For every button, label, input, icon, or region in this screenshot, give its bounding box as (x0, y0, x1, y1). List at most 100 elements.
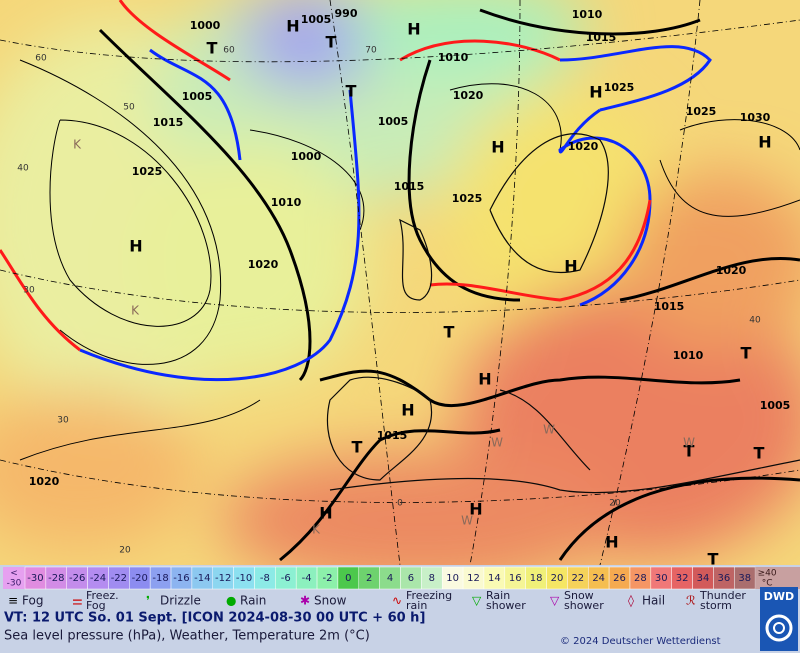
pressure-center: H (407, 20, 420, 39)
scale-label: -20 (132, 573, 148, 584)
scale-label: 10 (446, 573, 459, 584)
isobar-label: 1010 (271, 196, 302, 209)
scale-label: -4 (302, 573, 312, 584)
scale-label: 28 (634, 573, 647, 584)
pressure-center: T (346, 82, 357, 101)
temperature-scale: <-30 -30 -28 -26 -24 -22 -20 -18 -16 -14 -12 -10 -8-… (3, 566, 800, 590)
weather-mark: K (73, 138, 82, 152)
legend-label: Drizzle (160, 594, 201, 608)
pressure-center: H (469, 500, 482, 519)
pressure-center: T (741, 344, 752, 363)
scale-label: 22 (571, 573, 584, 584)
pressure-center: H (605, 533, 618, 552)
isobar-label: 1010 (438, 51, 469, 64)
legend-icon: ● (226, 594, 236, 608)
temperature-label: 40 (749, 316, 761, 326)
pressure-center: T (708, 550, 719, 569)
legend-label: Snow shower (564, 589, 604, 612)
scale-cell (734, 566, 756, 590)
scale-label: -10 (236, 573, 252, 584)
pressure-center: H (319, 504, 332, 523)
scale-label: 18 (530, 573, 543, 584)
isobar-label: 1005 (301, 13, 332, 26)
isobar-label: 1025 (686, 105, 717, 118)
weather-legend: ≡ Fog ⚌ Freez. Fog ❜ Drizzle ● Rain ✱ Snow ∿ Freezin… (8, 589, 746, 612)
scale-label: -22 (111, 573, 127, 584)
scale-label: -12 (215, 573, 231, 584)
scale-label: 4 (387, 573, 393, 584)
legend-icon: ℛ (686, 594, 696, 608)
isobar-label: 1030 (740, 111, 771, 124)
isobar-label: 1010 (673, 349, 704, 362)
description: Sea level pressure (hPa), Weather, Tempe… (4, 629, 370, 644)
isobar-label: 1020 (568, 140, 599, 153)
scale-label: 8 (429, 573, 435, 584)
pressure-center: T (684, 442, 695, 461)
weather-mark: W (461, 514, 473, 528)
scale-label: -16 (173, 573, 189, 584)
isobars (19, 59, 800, 461)
scale-label: -14 (194, 573, 210, 584)
legend-label: Freez. Fog (86, 589, 119, 612)
dwd-logo-text: DWD (764, 590, 794, 603)
isobar-label: 1015 (377, 429, 408, 442)
pressure-center: H (758, 133, 771, 152)
isobar-label: 1020 (716, 264, 747, 277)
scale-label: 0 (345, 573, 351, 584)
scale-label: -28 (48, 573, 64, 584)
temperature-label: 0 (397, 499, 403, 509)
temperature-label: 40 (17, 164, 29, 174)
isobar-label: 1015 (654, 300, 685, 313)
isobar-label: 1025 (604, 81, 635, 94)
pressure-center: T (207, 39, 218, 58)
pressure-center: T (754, 444, 765, 463)
scale-label: 14 (488, 573, 501, 584)
pressure-center: H (401, 401, 414, 420)
legend-label: Rain shower (486, 589, 526, 612)
pressure-center: H (129, 237, 142, 256)
scale-label: 12 (467, 573, 480, 584)
temperature-label: 60 (35, 54, 47, 64)
isobar-label: 1025 (132, 165, 163, 178)
isobar-label: 1015 (586, 31, 617, 44)
isobar-label: 1025 (452, 192, 483, 205)
pressure-center: H (478, 370, 491, 389)
weather-mark: W (491, 436, 503, 450)
coastlines (326, 133, 800, 494)
isobar-label: 1020 (453, 89, 484, 102)
isobar-label: 1015 (153, 116, 184, 129)
scale-label: 36 (717, 573, 730, 584)
pressure-center: T (444, 323, 455, 342)
temperature-label: 70 (365, 46, 377, 56)
dwd-logo-mark (773, 622, 785, 634)
legend-icon: ✱ (300, 594, 310, 608)
pressure-center: T (326, 33, 337, 52)
legend-icon: ∿ (392, 594, 402, 608)
pressure-center: T (352, 438, 363, 457)
pressure-center: H (589, 83, 602, 102)
legend-label: Fog (22, 594, 43, 608)
isobar-label: 1000 (190, 19, 221, 32)
fronts (0, 0, 712, 382)
isobar-label: 1005 (182, 90, 213, 103)
temperature-label: 60 (223, 46, 235, 56)
scale-label: -18 (152, 573, 168, 584)
isobar-label: 1005 (760, 399, 791, 412)
scale-label: 16 (509, 573, 522, 584)
legend-icon: ◊ (628, 594, 634, 608)
copyright: © 2024 Deutscher Wetterdienst (560, 636, 721, 647)
scale-label: 2 (366, 573, 372, 584)
scale-label: < (10, 569, 18, 579)
valid-time: VT: 12 UTC So. 01 Sept. [ICON 2024-08-30… (4, 611, 425, 626)
legend-label: Hail (642, 594, 665, 608)
weather-mark: K (312, 523, 321, 537)
scale-cell (3, 567, 25, 589)
legend-label: Rain (240, 594, 266, 608)
legend-icon: ⚌ (72, 594, 83, 608)
scale-label: 26 (613, 573, 626, 584)
legend-label: Snow (314, 594, 347, 608)
scale-label: 32 (676, 573, 689, 584)
